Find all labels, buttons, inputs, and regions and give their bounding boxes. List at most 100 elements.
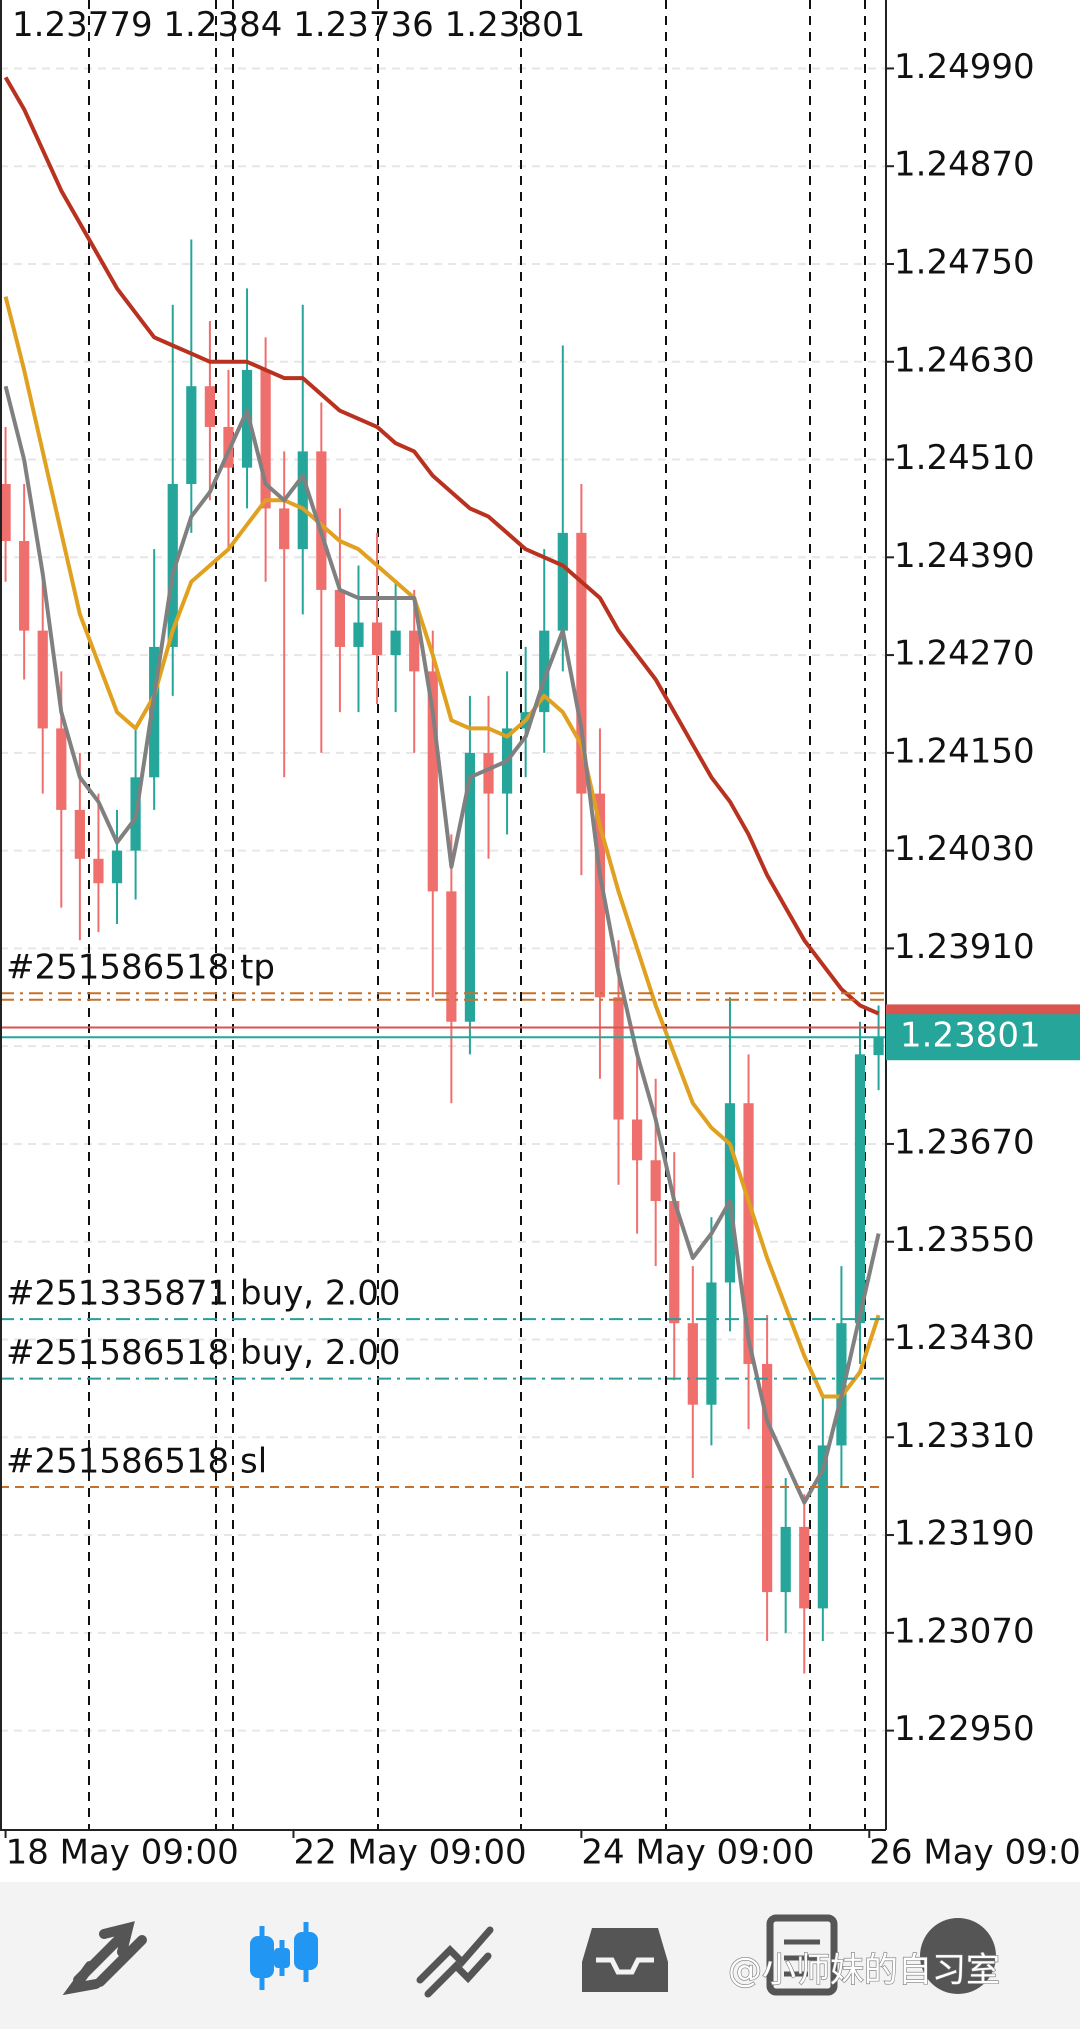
candle-body [613,997,624,1120]
chart-icon-body [274,1948,290,1968]
candle-body [557,532,568,631]
candle-body [334,589,346,647]
candle-body [836,1323,847,1446]
candle-body [669,1200,680,1324]
moving-average-line [3,385,881,1505]
x-tick-label: 26 May 09:0 [869,1833,1080,1873]
y-tick-label: 1.24270 [894,634,1035,674]
x-tick-label: 24 May 09:00 [581,1833,814,1873]
ohlc-header: 1.23779 1.2384 1.23736 1.23801 [12,5,585,45]
y-tick-label: 1.24030 [894,829,1035,869]
low-value: 1.23736 [293,5,434,45]
candle-body [371,622,383,656]
y-tick-label: 1.22950 [894,1709,1035,1749]
settings-icon [920,1918,996,1994]
candle-body [724,1103,736,1283]
candle-body [743,1103,754,1364]
candle-body [539,630,550,713]
history-icon [582,1928,668,1992]
y-tick-label: 1.23550 [894,1220,1035,1260]
nav-chart[interactable] [250,1922,318,1990]
candle-body [0,483,11,542]
y-tick-label: 1.24390 [894,536,1035,576]
candle-body [74,809,85,859]
level-label: #251335871 buy, 2.00 [6,1274,401,1314]
candle-body [762,1363,773,1593]
nav-bar [0,1882,1080,2029]
chart-icon-body [294,1932,318,1970]
y-tick-label: 1.23910 [894,927,1035,967]
moving-averages [3,76,881,1505]
nav-history[interactable] [582,1928,668,1992]
trade-icon [416,1926,494,1998]
candle-body [297,451,308,550]
candle-body [706,1282,717,1405]
nav-messages[interactable] [766,1914,838,1996]
candle-body [19,541,30,631]
nav-trade[interactable] [416,1926,494,1998]
history-icon-tray [596,1957,654,1975]
current-price-label: 1.23801 [900,1016,1041,1056]
candle-body [149,646,160,778]
candle-body [483,752,494,794]
y-tick-label: 1.24750 [894,242,1035,282]
open-value: 1.23779 [12,5,153,45]
candle-body [111,850,123,884]
candle-body [390,630,401,656]
y-tick-label: 1.23430 [894,1318,1035,1358]
y-tick-label: 1.24630 [894,340,1035,380]
level-label: #251586518 sl [6,1441,267,1481]
candle-body [316,451,327,590]
candle-body [631,1119,643,1161]
y-tick-label: 1.23670 [894,1122,1035,1162]
nav-settings[interactable] [920,1918,996,1994]
level-label: #251586518 buy, 2.00 [6,1333,401,1373]
x-tick-label: 22 May 09:00 [293,1833,526,1873]
y-tick-label: 1.23190 [894,1514,1035,1554]
candle-body [854,1054,866,1324]
candle-body [93,858,104,884]
moving-average-line [3,296,881,1399]
messages-icon [766,1914,838,1996]
messages-icon-lines [784,1939,820,1977]
axes: 1.24990 1.24870 1.24750 1.24630 1.24510 1.243… [4,47,1080,1873]
candle-body [56,728,67,810]
y-tick-label: 1.24870 [894,145,1035,185]
candle-body [594,793,606,998]
candle-body [687,1323,698,1405]
candle-body [873,1037,884,1056]
y-tick-label: 1.24150 [894,731,1035,771]
chart-icon-body [250,1936,274,1978]
candle-body [260,369,271,509]
candles [0,239,884,1674]
candle-body [464,752,476,1022]
candle-body [186,386,197,484]
moving-average-line [3,76,880,1016]
candle-body [409,630,420,672]
candle-body [353,622,364,647]
candle-body [780,1526,791,1593]
y-tick-label: 1.23070 [894,1611,1035,1651]
close-value: 1.23801 [445,5,586,45]
candle-body [799,1526,810,1609]
grid [0,67,886,1732]
candle-body [204,386,215,427]
quotes-icon [62,1921,147,1996]
candle-body [650,1160,661,1201]
price-box [886,1014,1080,1061]
y-tick-label: 1.24990 [894,47,1035,87]
separators [88,0,866,1830]
candle-body [817,1445,828,1609]
levels: #251586518 tp #251335871 buy, 2.00 #251586… [0,948,886,1488]
candle-body [279,508,290,550]
candle-body [37,630,48,729]
level-label: #251586518 tp [6,948,275,988]
candle-body [576,532,587,794]
x-tick-label: 18 May 09:00 [6,1833,239,1873]
y-tick-label: 1.23310 [894,1416,1035,1456]
y-tick-label: 1.24510 [894,438,1035,478]
watermark: @小师妹的自习室 [728,1951,1000,1991]
nav-quotes[interactable] [62,1921,147,1996]
